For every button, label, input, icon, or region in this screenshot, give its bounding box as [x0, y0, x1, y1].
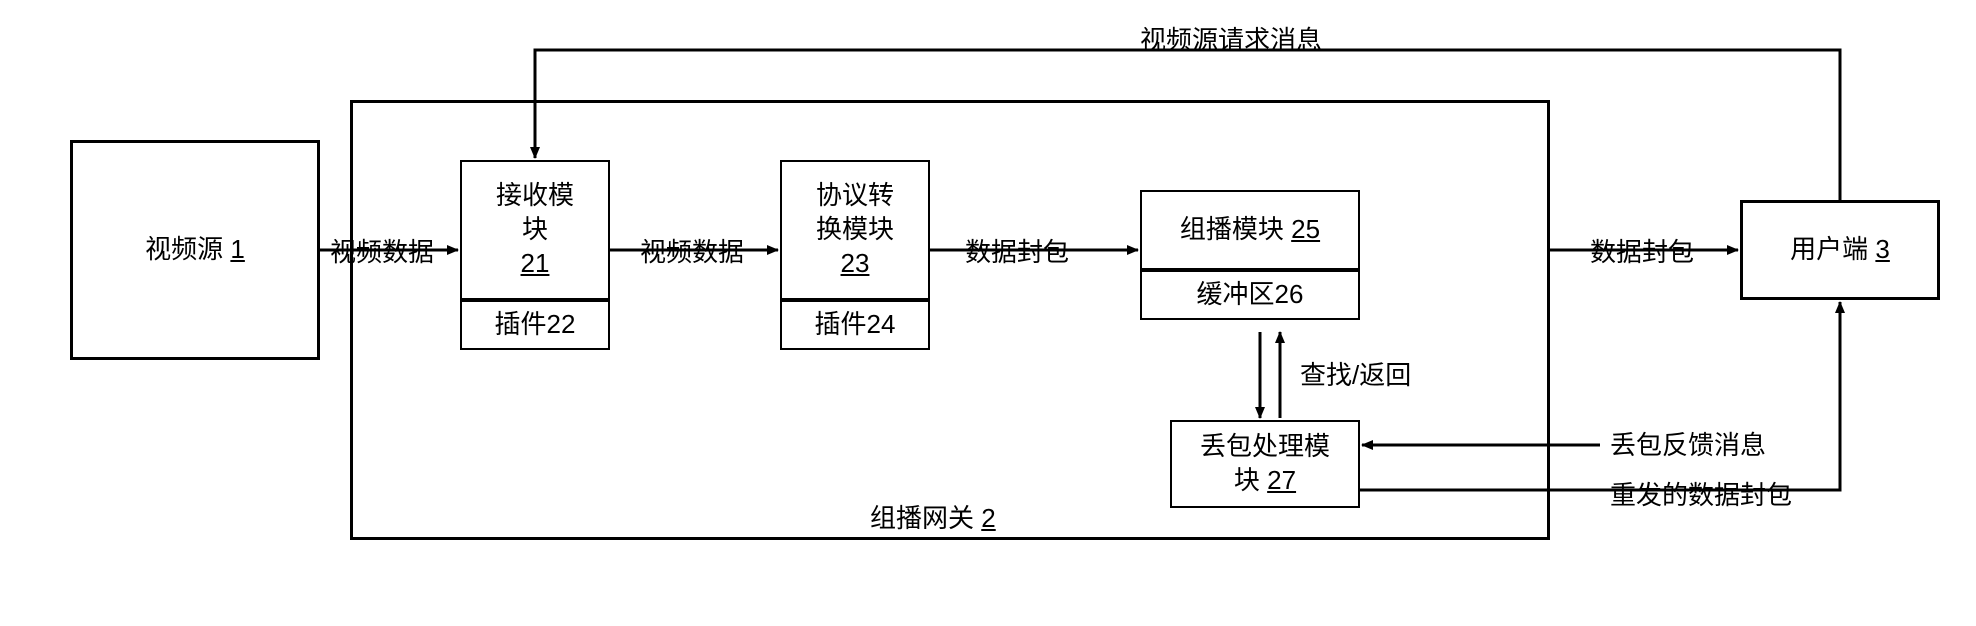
label-client-to-recv: 视频源请求消息: [1140, 20, 1322, 57]
label-mcast-to-client: 数据封包: [1590, 232, 1694, 269]
label-recv-to-proto: 视频数据: [640, 232, 744, 269]
label-buffer-loss: 查找/返回: [1300, 355, 1411, 392]
diagram-canvas: 视频源 1 组播网关 2 接收模块21 插件22 协议转换模块23 插件24 组…: [0, 0, 1976, 626]
recv-label: 接收模块21: [496, 179, 574, 280]
node-loss: 丢包处理模块 27: [1170, 420, 1360, 508]
node-proto-plugin: 插件24: [780, 300, 930, 350]
node-client: 用户端 3: [1740, 200, 1940, 300]
proto-label: 协议转换模块23: [816, 179, 894, 280]
node-mcast: 组播模块 25: [1140, 190, 1360, 270]
proto-plugin-label: 插件24: [815, 308, 896, 342]
mcast-label: 组播模块 25: [1180, 213, 1320, 247]
client-label: 用户端 3: [1790, 233, 1890, 267]
label-src-to-recv: 视频数据: [330, 232, 434, 269]
gateway-label: 组播网关 2: [870, 498, 996, 535]
video-source-label: 视频源 1: [145, 233, 245, 267]
loss-label: 丢包处理模块 27: [1200, 430, 1330, 498]
node-proto: 协议转换模块23: [780, 160, 930, 300]
node-recv-plugin: 插件22: [460, 300, 610, 350]
label-loss-to-client: 重发的数据封包: [1610, 475, 1792, 512]
node-video-source: 视频源 1: [70, 140, 320, 360]
buffer-label: 缓冲区26: [1197, 278, 1304, 312]
label-proto-to-mcast: 数据封包: [965, 232, 1069, 269]
recv-plugin-label: 插件22: [495, 308, 576, 342]
label-client-to-loss: 丢包反馈消息: [1610, 425, 1766, 462]
node-buffer: 缓冲区26: [1140, 270, 1360, 320]
node-recv: 接收模块21: [460, 160, 610, 300]
